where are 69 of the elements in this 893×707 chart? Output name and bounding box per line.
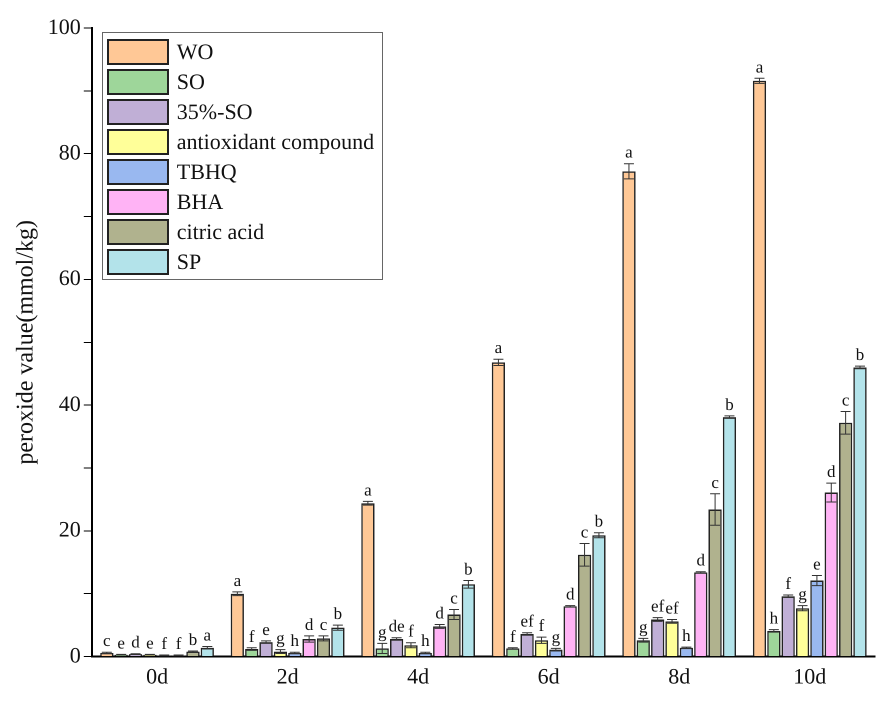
data-label: g (798, 584, 808, 604)
data-label: g (639, 617, 648, 636)
data-label: ef (520, 612, 534, 631)
legend-label: citric acid (176, 219, 264, 245)
data-label: h (290, 631, 300, 650)
data-label: e (146, 633, 154, 652)
data-label: e (262, 620, 270, 639)
y-tick-label: 0 (70, 642, 81, 668)
x-tick-label: 10d (793, 664, 826, 689)
data-label: h (421, 631, 430, 650)
data-label: g (378, 622, 387, 642)
data-label: a (494, 338, 503, 358)
data-label: f (538, 616, 545, 636)
legend-label: WO (176, 39, 214, 65)
data-label: c (450, 588, 458, 608)
y-tick-label: 40 (58, 390, 81, 416)
data-label: e (117, 633, 125, 652)
legend-label: antioxidant compound (176, 129, 374, 155)
data-label: c (580, 522, 589, 542)
data-label: f (785, 574, 792, 593)
data-label: h (770, 608, 779, 628)
data-label: d (566, 584, 575, 604)
data-label: d (304, 614, 314, 634)
data-label: c (103, 631, 112, 650)
x-tick-label: 8d (668, 664, 690, 689)
legend-label: SP (176, 249, 202, 275)
y-tick-label: 100 (48, 14, 81, 39)
data-label: a (756, 57, 764, 76)
data-label: h (682, 626, 692, 646)
data-label: a (234, 570, 242, 590)
legend-label: BHA (176, 189, 224, 215)
data-label: d (131, 632, 140, 652)
legend-label: 35%-SO (176, 99, 253, 125)
data-label: g (276, 628, 286, 648)
data-label: a (364, 480, 372, 500)
data-label: d (827, 462, 836, 482)
data-label: d (435, 604, 444, 623)
x-tick-label: 0d (146, 664, 168, 689)
y-axis-title: peroxide value(mmol/kg) (12, 220, 39, 465)
data-label: ef (651, 596, 665, 616)
x-tick-label: 2d (276, 664, 299, 689)
data-label: c (842, 390, 850, 410)
y-tick-label: 60 (58, 265, 81, 290)
legend-label: TBHQ (176, 159, 237, 185)
data-label: f (248, 626, 255, 646)
data-label: a (625, 142, 634, 162)
data-label: f (408, 622, 414, 641)
data-label: e (813, 554, 821, 574)
data-label: d (696, 550, 706, 570)
data-label: b (725, 394, 734, 414)
data-label: b (334, 604, 342, 624)
data-label: b (856, 345, 864, 364)
data-label: f (161, 634, 168, 653)
data-label: f (176, 634, 182, 653)
data-label: c (711, 472, 720, 492)
x-tick-label: 6d (538, 664, 560, 689)
data-label: ef (665, 598, 679, 618)
legend-label: SO (176, 69, 205, 95)
y-tick-label: 20 (58, 516, 81, 542)
data-label: b (464, 560, 473, 579)
data-label: g (552, 627, 561, 646)
data-label: f (510, 626, 516, 646)
data-label: c (320, 614, 328, 634)
data-label: de (388, 616, 405, 636)
y-tick-label: 80 (58, 140, 81, 164)
data-label: a (204, 626, 212, 645)
data-label: b (188, 630, 198, 649)
x-tick-label: 4d (407, 664, 430, 689)
data-label: b (594, 512, 604, 531)
